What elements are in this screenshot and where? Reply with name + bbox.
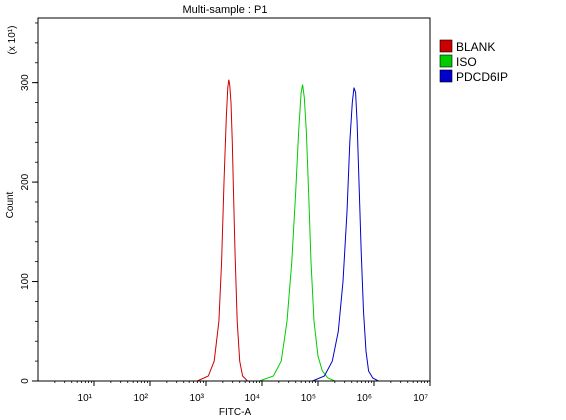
- legend-label: BLANK: [456, 40, 495, 54]
- y-tick-label: 100: [20, 273, 31, 290]
- series-layer: [38, 79, 430, 382]
- legend-swatch: [439, 69, 453, 83]
- x-tick-label: 10²: [134, 393, 149, 404]
- x-tick-label: 10⁷: [413, 393, 428, 404]
- y-multiplier-label: (x 10¹): [7, 26, 18, 55]
- y-tick-label: 200: [20, 173, 31, 190]
- series-line-iso: [38, 84, 430, 382]
- chart-title: Multi-sample : P1: [183, 4, 268, 16]
- series-line-blank: [38, 79, 430, 382]
- x-axis-label: FITC-A: [219, 407, 252, 418]
- legend-label: ISO: [456, 55, 477, 69]
- x-tick-label: 10⁴: [245, 393, 260, 404]
- series-line-pdcd6ip: [38, 87, 430, 382]
- x-tick-label: 10¹: [78, 393, 93, 404]
- legend-label: PDCD6IP: [456, 70, 508, 84]
- x-tick-label: 10³: [190, 393, 205, 404]
- plot-frame: [37, 17, 431, 382]
- legend-swatch: [439, 54, 453, 68]
- legend-swatch: [439, 39, 453, 53]
- y-tick-label: 300: [20, 74, 31, 91]
- y-axis-label: Count: [5, 191, 16, 218]
- y-tick-label: 0: [20, 378, 31, 384]
- axis-ticks: 10¹ 10² 10³ 10⁴ 10⁵ 10⁶ 10⁷ 0 100 200 300: [20, 22, 431, 404]
- x-tick-label: 10⁶: [357, 393, 372, 404]
- x-tick-label: 10⁵: [301, 393, 316, 404]
